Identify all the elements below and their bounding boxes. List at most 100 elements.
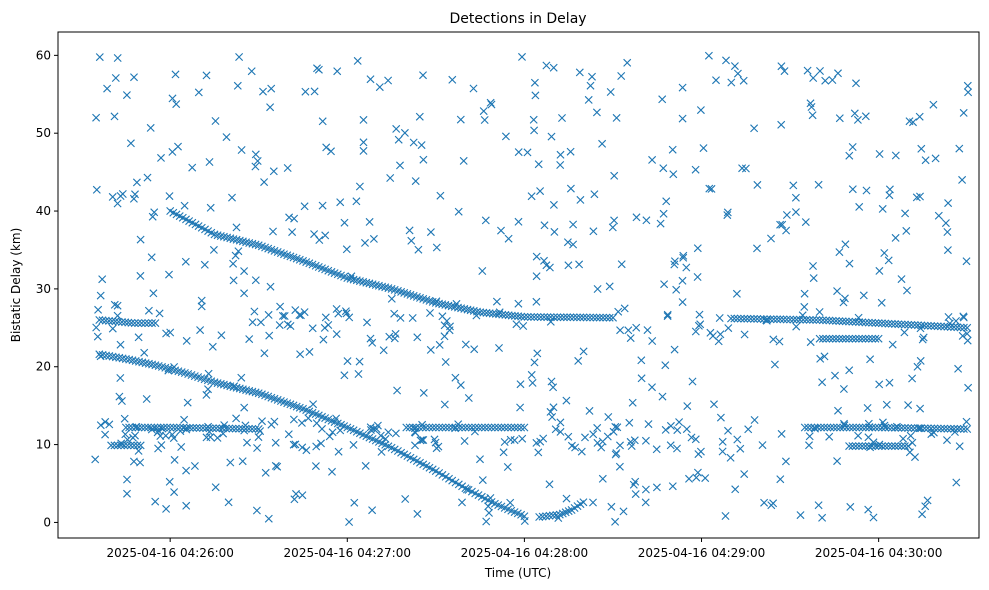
detection-point — [632, 323, 641, 332]
detection-point — [479, 107, 488, 116]
detection-point — [168, 94, 177, 103]
detection-point — [441, 423, 450, 432]
detection-point — [327, 147, 335, 156]
detection-point — [379, 346, 388, 355]
detection-point — [188, 163, 197, 172]
detection-point — [776, 475, 785, 484]
detection-point — [206, 203, 215, 212]
detection-point — [426, 309, 434, 317]
detection-point — [750, 416, 759, 424]
detection-point — [923, 321, 932, 330]
detection-point — [887, 319, 896, 328]
detection-point — [213, 231, 222, 240]
detection-point — [264, 310, 273, 319]
detection-point — [482, 517, 491, 526]
detection-point — [269, 227, 277, 236]
detection-point — [581, 433, 589, 442]
detection-point — [116, 340, 125, 349]
detection-point — [569, 313, 578, 322]
detection-point — [149, 289, 158, 298]
detection-point — [298, 443, 307, 452]
detection-point — [204, 422, 213, 431]
detection-point — [818, 378, 827, 387]
detection-point — [825, 334, 834, 343]
detection-point — [904, 442, 913, 451]
detection-point — [921, 502, 930, 511]
detection-point — [196, 326, 205, 335]
detection-point — [782, 315, 791, 324]
detection-point — [733, 69, 742, 78]
detection-point — [615, 462, 624, 471]
detection-point — [858, 423, 867, 432]
detection-point — [818, 334, 827, 343]
detection-point — [652, 483, 661, 492]
detection-point — [612, 113, 621, 122]
detection-point — [888, 340, 897, 349]
detection-point — [606, 88, 615, 96]
detection-point — [258, 417, 266, 426]
detection-point — [904, 320, 913, 329]
detection-point — [823, 423, 832, 432]
detection-point — [144, 306, 153, 315]
detection-point — [174, 142, 182, 151]
detection-point — [319, 335, 328, 344]
detection-point — [416, 436, 425, 445]
detection-point — [963, 329, 972, 338]
detection-point — [775, 337, 784, 346]
detection-point — [918, 510, 927, 519]
detection-point — [96, 291, 105, 300]
detection-point — [770, 360, 779, 369]
detection-point — [285, 213, 294, 222]
detection-point — [240, 403, 249, 412]
detection-point — [840, 419, 848, 428]
detection-point — [648, 155, 657, 164]
detection-point — [92, 113, 101, 122]
detection-point — [110, 441, 119, 450]
detection-point — [736, 314, 745, 323]
detection-point — [952, 317, 960, 325]
detection-point — [833, 457, 842, 466]
detection-point — [394, 135, 403, 144]
detection-point — [878, 418, 887, 427]
detection-point — [906, 431, 915, 440]
detection-point — [480, 116, 489, 124]
detection-point — [695, 310, 704, 319]
detection-point — [693, 468, 702, 477]
detection-point — [545, 263, 554, 272]
detection-point — [822, 334, 831, 343]
detection-point — [716, 330, 725, 339]
detection-point — [123, 475, 131, 484]
detection-point — [148, 212, 157, 221]
detection-point — [661, 425, 670, 434]
detection-point — [514, 299, 523, 308]
detection-point — [864, 318, 873, 327]
detection-point — [108, 192, 117, 201]
detection-point — [517, 423, 526, 432]
detection-point — [500, 423, 509, 432]
detection-point — [598, 437, 607, 446]
detection-point — [355, 357, 364, 366]
detection-point — [760, 498, 769, 507]
detection-point — [131, 190, 139, 199]
detection-point — [865, 423, 874, 432]
detection-point — [861, 112, 870, 121]
detection-point — [381, 434, 390, 443]
detection-point — [767, 501, 776, 510]
detection-point — [419, 71, 427, 80]
detection-point — [874, 334, 883, 343]
detection-point — [442, 317, 451, 325]
detection-point — [519, 322, 528, 330]
detection-point — [808, 111, 817, 120]
detection-point — [566, 313, 575, 322]
detection-point — [891, 442, 899, 451]
detection-point — [733, 435, 742, 444]
detection-point — [165, 270, 173, 279]
detection-point — [779, 315, 788, 324]
detection-point — [260, 349, 269, 358]
detection-point — [958, 175, 967, 184]
detection-point — [131, 357, 140, 365]
detection-point — [542, 61, 551, 70]
detection-point — [503, 463, 512, 471]
detection-point — [98, 316, 107, 325]
detection-point — [132, 178, 141, 187]
